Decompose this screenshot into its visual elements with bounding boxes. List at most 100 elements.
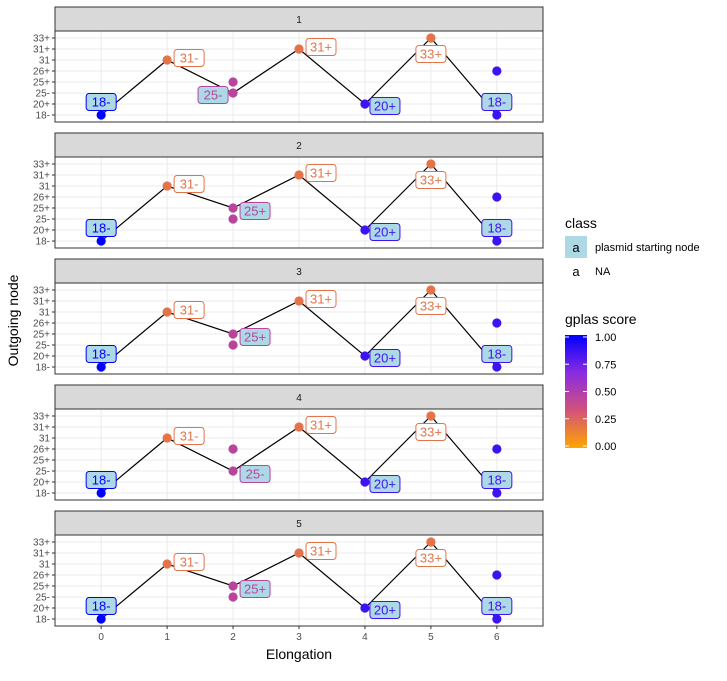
node-point [360, 351, 370, 361]
node-label-box [369, 475, 401, 493]
node-label-box [369, 223, 401, 241]
node-label-box [173, 301, 205, 319]
node-label-text: 20+ [374, 99, 396, 114]
node-point [96, 236, 106, 246]
node-label-text: 18- [487, 221, 506, 236]
y-tick-label: 25+ [33, 78, 50, 89]
y-tick-label: 31+ [33, 297, 50, 308]
node-label-text: 31- [180, 429, 199, 444]
node-point [492, 318, 502, 328]
node-point [426, 33, 436, 43]
node-point [492, 570, 502, 580]
node-label-text: 18- [92, 95, 111, 110]
node-label-text: 18- [487, 347, 506, 362]
colorbar-tick-label: 0.25 [595, 414, 616, 426]
node-label-box [85, 471, 117, 489]
node-label-box [305, 416, 337, 434]
x-tick-label: 0 [98, 632, 104, 643]
y-tick-label: 31+ [33, 171, 50, 182]
y-tick-label: 20+ [33, 352, 50, 363]
y-tick-label: 33+ [33, 160, 50, 171]
colorbar-tick-label: 0.50 [595, 387, 616, 399]
node-point [360, 99, 370, 109]
node-label-box [415, 423, 447, 441]
y-tick-label: 26+ [33, 67, 50, 78]
node-point [492, 236, 502, 246]
node-point [294, 548, 304, 558]
y-tick-label: 18- [36, 363, 50, 374]
y-tick-label: 25- [36, 89, 50, 100]
x-tick-label: 1 [164, 632, 170, 643]
node-label-text: 18- [92, 473, 111, 488]
node-point [426, 537, 436, 547]
y-tick-label: 20+ [33, 604, 50, 615]
node-label-text: 18- [92, 221, 111, 236]
node-point [294, 296, 304, 306]
legend-class-key-letter: a [572, 264, 580, 279]
node-point [492, 110, 502, 120]
node-point [228, 88, 238, 98]
node-point [492, 192, 502, 202]
node-label-text: 33+ [420, 47, 442, 62]
node-label-box [481, 597, 513, 615]
node-point [228, 77, 238, 87]
x-tick-label: 5 [428, 632, 434, 643]
node-point [228, 444, 238, 454]
node-label-text: 31+ [310, 292, 332, 307]
node-label-text: 18- [92, 347, 111, 362]
node-label-text: 18- [487, 473, 506, 488]
x-tick-label: 6 [494, 632, 500, 643]
node-point [228, 329, 238, 339]
node-label-box [369, 349, 401, 367]
node-label-text: 31+ [310, 40, 332, 55]
facet-panel-2: 218-20+25-25+26+3131+33+18-31-25+31+20+3… [33, 132, 544, 249]
y-tick-label: 18- [36, 615, 50, 626]
y-axis-title: Outgoing node [5, 274, 21, 366]
node-label-box [239, 580, 271, 598]
y-tick-label: 25- [36, 467, 50, 478]
node-label-box [481, 219, 513, 237]
node-label-text: 18- [92, 599, 111, 614]
panel-border [54, 156, 544, 249]
node-point [360, 225, 370, 235]
panel-border [54, 30, 544, 123]
node-label-box [415, 549, 447, 567]
legend-class-key [565, 236, 587, 258]
legend-class-key [565, 260, 587, 282]
y-tick-label: 31 [39, 560, 51, 571]
node-label-text: 20+ [374, 477, 396, 492]
node-label-text: 33+ [420, 299, 442, 314]
node-label-text: 20+ [374, 351, 396, 366]
node-label-text: 18- [487, 599, 506, 614]
y-tick-label: 25+ [33, 456, 50, 467]
y-tick-label: 25- [36, 341, 50, 352]
y-tick-label: 31+ [33, 423, 50, 434]
node-label-text: 25- [246, 467, 265, 482]
facet-strip [54, 510, 544, 536]
node-point [492, 488, 502, 498]
facet-panel-1: 118-20+25-25+26+3131+33+18-31-25-31+20+3… [33, 6, 544, 123]
facet-panel-3: 318-20+25-25+26+3131+33+18-31-25+31+20+3… [33, 258, 544, 375]
node-label-box [173, 175, 205, 193]
node-label-box [415, 45, 447, 63]
node-point [426, 159, 436, 169]
node-label-text: 31+ [310, 166, 332, 181]
node-label-box [85, 93, 117, 111]
node-label-text: 18- [487, 95, 506, 110]
y-tick-label: 25- [36, 593, 50, 604]
node-point [228, 466, 238, 476]
node-point [492, 444, 502, 454]
x-tick-label: 4 [362, 632, 368, 643]
node-point [96, 614, 106, 624]
node-point [162, 55, 172, 65]
node-label-box [85, 345, 117, 363]
node-point [492, 66, 502, 76]
node-point [162, 181, 172, 191]
node-point [228, 592, 238, 602]
node-label-text: 33+ [420, 551, 442, 566]
node-label-text: 31+ [310, 418, 332, 433]
x-tick-label: 3 [296, 632, 302, 643]
node-label-text: 33+ [420, 173, 442, 188]
node-point [96, 362, 106, 372]
node-label-box [369, 601, 401, 619]
